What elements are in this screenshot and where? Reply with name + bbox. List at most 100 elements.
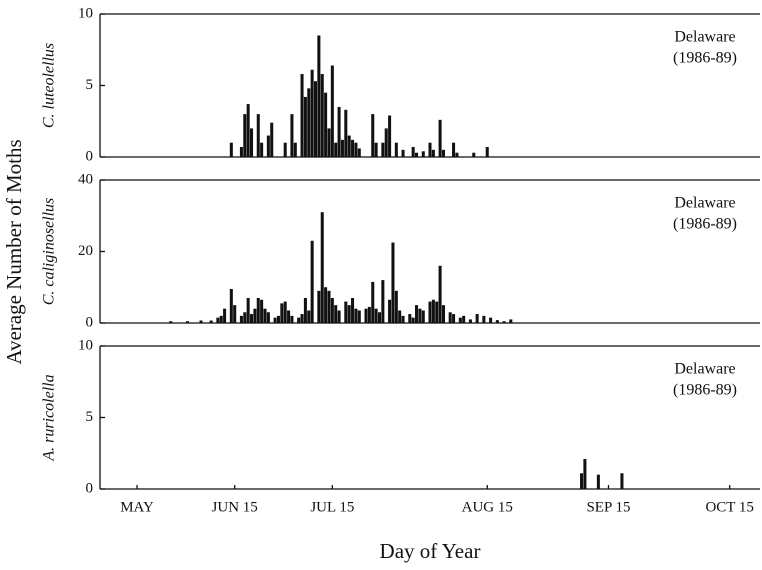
- bar: [199, 320, 203, 323]
- bar: [371, 281, 375, 323]
- x-tick-label: SEP 15: [586, 499, 630, 515]
- bar: [216, 317, 220, 323]
- panel-label: C. luteolellus: [41, 43, 58, 128]
- bar: [266, 135, 270, 157]
- bar: [377, 312, 382, 323]
- annotation: (1986-89): [673, 216, 737, 233]
- bar: [253, 308, 257, 323]
- bar: [300, 74, 304, 157]
- bar: [384, 128, 388, 157]
- bar: [401, 149, 405, 157]
- y-tick-label: 5: [86, 77, 94, 93]
- bar: [364, 308, 368, 323]
- bar: [367, 306, 371, 323]
- bar: [270, 122, 274, 157]
- bar: [374, 142, 378, 157]
- bar: [297, 317, 301, 323]
- bar: [354, 308, 358, 323]
- bar: [337, 310, 341, 323]
- bar: [320, 74, 324, 157]
- x-tick-label: MAY: [120, 499, 154, 515]
- bar: [388, 115, 392, 157]
- y-tick-label: 0: [86, 314, 94, 330]
- bar: [169, 321, 173, 323]
- bar: [596, 474, 600, 489]
- bar: [381, 280, 385, 323]
- bar: [475, 314, 479, 323]
- bar: [283, 301, 287, 323]
- y-tick-label: 10: [78, 5, 93, 21]
- bar: [260, 142, 264, 157]
- y-tick-label: 0: [86, 148, 94, 164]
- bar: [455, 152, 459, 157]
- annotation: Delaware: [674, 195, 735, 212]
- bar: [340, 139, 344, 157]
- x-axis-title: Day of Year: [380, 539, 481, 563]
- bar: [310, 69, 314, 157]
- bar: [421, 310, 425, 323]
- bar: [263, 308, 267, 323]
- bar: [401, 315, 405, 323]
- bar: [452, 142, 456, 157]
- bar: [351, 297, 355, 323]
- bar: [411, 146, 415, 157]
- panel-label: A. ruricolella: [41, 374, 58, 461]
- bar: [438, 265, 442, 323]
- x-tick-label: JUL 15: [310, 499, 354, 515]
- bar: [273, 317, 277, 323]
- bar: [219, 315, 223, 323]
- bar: [317, 35, 321, 158]
- bar: [458, 317, 462, 323]
- bar: [327, 128, 331, 157]
- bar: [583, 458, 587, 489]
- panel-label: C. caliginosellus: [41, 198, 58, 306]
- bar: [431, 299, 435, 323]
- bar: [408, 314, 412, 323]
- bar: [435, 301, 439, 323]
- bar: [334, 305, 338, 323]
- bar: [246, 297, 250, 323]
- bar: [381, 142, 385, 157]
- bar: [489, 317, 493, 323]
- bar: [394, 142, 398, 157]
- y-tick-label: 20: [78, 243, 93, 259]
- bar: [347, 305, 351, 323]
- bar: [307, 88, 311, 157]
- bar: [327, 290, 331, 323]
- bar: [310, 240, 314, 323]
- y-axis-title: Average Number of Moths: [2, 139, 26, 364]
- bar: [374, 308, 378, 323]
- bar: [290, 114, 294, 157]
- bar: [438, 119, 442, 157]
- bar: [388, 299, 392, 323]
- bar: [485, 146, 489, 157]
- bar: [509, 319, 513, 323]
- bar: [229, 289, 233, 323]
- bar: [250, 314, 254, 323]
- annotation: Delaware: [674, 361, 735, 378]
- bar: [239, 146, 243, 157]
- bar: [398, 310, 402, 323]
- bar: [502, 321, 506, 323]
- bar: [287, 310, 291, 323]
- bar: [351, 139, 355, 157]
- bar: [246, 104, 250, 157]
- bar: [344, 109, 348, 157]
- x-tick-label: JUN 15: [212, 499, 258, 515]
- bar: [266, 312, 270, 323]
- bar: [256, 114, 260, 157]
- bar: [229, 142, 233, 157]
- annotation: (1986-89): [673, 50, 737, 67]
- bar: [260, 299, 264, 323]
- x-tick-label: OCT 15: [705, 499, 753, 515]
- bar: [223, 308, 227, 323]
- bar: [357, 148, 361, 157]
- bar: [324, 287, 328, 323]
- bar: [293, 142, 297, 157]
- bar: [441, 305, 445, 323]
- y-tick-label: 10: [78, 337, 93, 353]
- bar: [472, 152, 476, 157]
- bar: [482, 315, 486, 323]
- bar: [394, 290, 398, 323]
- bar: [313, 81, 318, 157]
